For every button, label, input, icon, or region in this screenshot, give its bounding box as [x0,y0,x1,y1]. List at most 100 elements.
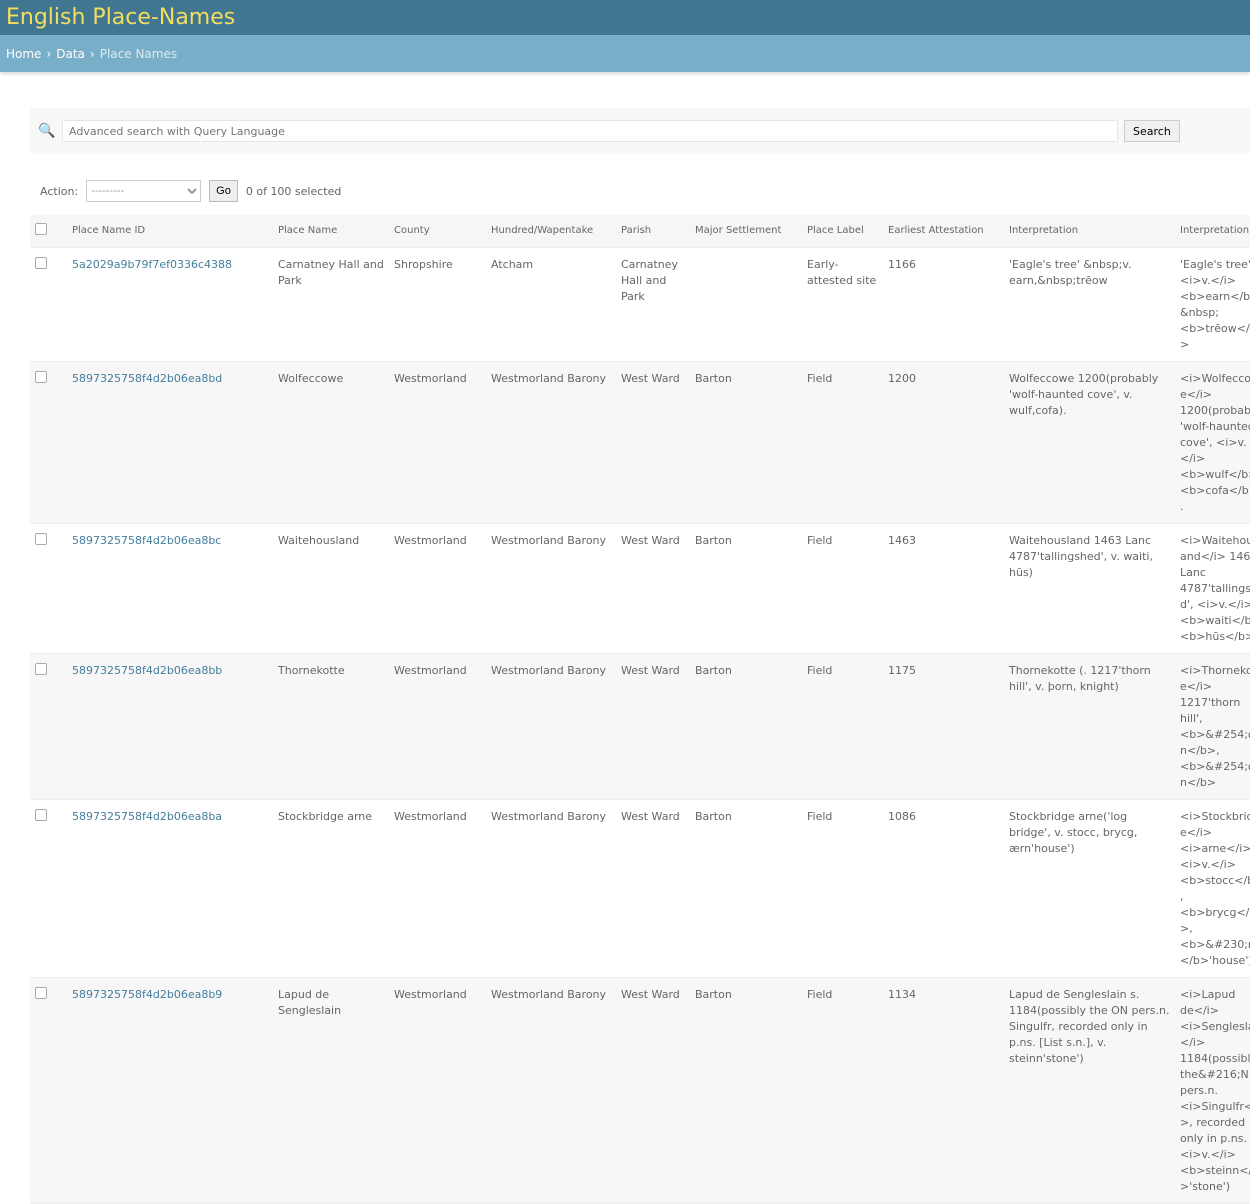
place-name-id-link[interactable]: 5897325758f4d2b06ea8b9 [72,987,223,1001]
row-checkbox[interactable] [35,662,47,675]
table-row: 5a2029a9b79f7ef0336c4388 Carnatney Hall a… [30,247,1250,362]
column-header-interpretation-html[interactable]: Interpretation [1175,215,1250,248]
place-name-id-link[interactable]: 5897325758f4d2b06ea8bb [72,663,223,677]
row-checkbox[interactable] [35,256,47,269]
cell-place-name: Stockbridge arne [273,799,389,978]
cell-earliest-attestation: 1166 [883,247,1004,362]
cell-earliest-attestation: 1175 [883,653,1004,800]
row-checkbox[interactable] [35,986,47,999]
search-button[interactable]: Search [1124,120,1180,142]
cell-county: Westmorland [389,799,486,978]
select-all-checkbox[interactable] [35,223,47,236]
breadcrumb-current: Place Names [99,46,178,61]
column-header-county[interactable]: County [389,215,486,248]
cell-earliest-attestation: 1134 [883,977,1004,1204]
place-name-id-link[interactable]: 5897325758f4d2b06ea8bd [72,371,223,385]
cell-major-settlement: Barton [690,361,802,524]
cell-interpretation-html: <i>Thornekotte</i> 1217'thorn hill', <b>… [1175,653,1250,800]
table-row: 5897325758f4d2b06ea8ba Stockbridge arne We… [30,799,1250,978]
breadcrumb: Home › Data › Place Names [0,35,1250,72]
breadcrumb-separator: › [89,46,95,61]
cell-hundred: Atcham [486,247,616,362]
cell-interpretation-html: 'Eagle's tree' <i>v.</i><b>earn</b>,&nbs… [1175,247,1250,362]
actions-bar: Action: --------- Go 0 of 100 selected [40,180,341,202]
row-checkbox[interactable] [35,370,47,383]
cell-county: Westmorland [389,977,486,1204]
cell-major-settlement: Barton [690,799,802,978]
cell-place-label: Field [802,361,883,524]
cell-place-name: Carnatney Hall and Park [273,247,389,362]
cell-place-label: Field [802,653,883,800]
cell-interpretation: Wolfeccowe 1200(probably 'wolf-haunted c… [1004,361,1175,524]
cell-interpretation-html: <i>Wolfeccowe</i> 1200(probably 'wolf-ha… [1175,361,1250,524]
cell-major-settlement: Barton [690,653,802,800]
cell-major-settlement: Barton [690,523,802,654]
search-bar: 🔍 Search [30,108,1250,154]
column-header-place-label[interactable]: Place Label [802,215,883,248]
place-name-id-link[interactable]: 5a2029a9b79f7ef0336c4388 [72,257,232,271]
place-name-id-link[interactable]: 5897325758f4d2b06ea8ba [72,809,223,823]
cell-id: 5897325758f4d2b06ea8ba [67,799,273,978]
cell-interpretation: Lapud de Sengleslain s. 1184(possibly th… [1004,977,1175,1204]
column-header-place-name[interactable]: Place Name [273,215,389,248]
table-header-row: Place Name ID Place Name County Hundred/… [30,215,1250,248]
row-checkbox[interactable] [35,532,47,545]
results-table: Place Name ID Place Name County Hundred/… [30,215,1250,1204]
place-name-id-link[interactable]: 5897325758f4d2b06ea8bc [72,533,222,547]
magnifier-icon: 🔍 [38,123,56,139]
cell-parish: West Ward [616,523,690,654]
cell-parish: Carnatney Hall and Park [616,247,690,362]
cell-id: 5897325758f4d2b06ea8bd [67,361,273,524]
cell-interpretation: Waitehousland 1463 Lanc 4787'tallingshed… [1004,523,1175,654]
column-header-parish[interactable]: Parish [616,215,690,248]
search-input[interactable] [62,120,1118,142]
cell-parish: West Ward [616,799,690,978]
cell-place-label: Field [802,523,883,654]
cell-place-label: Field [802,799,883,978]
action-label: Action: [40,184,79,198]
cell-interpretation: Stockbridge arne('log bridge', v. stocc,… [1004,799,1175,978]
selection-counter: 0 of 100 selected [245,184,342,198]
table-row: 5897325758f4d2b06ea8bd Wolfeccowe Westmorl… [30,361,1250,524]
cell-parish: West Ward [616,653,690,800]
cell-hundred: Westmorland Barony [486,523,616,654]
column-header-earliest[interactable]: Earliest Attestation [883,215,1004,248]
cell-parish: West Ward [616,977,690,1204]
cell-hundred: Westmorland Barony [486,653,616,800]
column-header-hundred[interactable]: Hundred/Wapentake [486,215,616,248]
cell-hundred: Westmorland Barony [486,799,616,978]
cell-hundred: Westmorland Barony [486,977,616,1204]
breadcrumb-home[interactable]: Home [6,46,42,61]
column-header-interpretation[interactable]: Interpretation [1004,215,1175,248]
cell-interpretation-html: <i>Stockbridge</i><i>arne</i><i>v.</i> <… [1175,799,1250,978]
cell-county: Shropshire [389,247,486,362]
site-header: English Place-Names [0,0,1250,35]
site-title[interactable]: English Place-Names [6,5,236,30]
cell-county: Westmorland [389,653,486,800]
cell-county: Westmorland [389,361,486,524]
cell-county: Westmorland [389,523,486,654]
go-button[interactable]: Go [209,180,238,202]
cell-id: 5897325758f4d2b06ea8b9 [67,977,273,1204]
cell-id: 5897325758f4d2b06ea8bb [67,653,273,800]
table-row: 5897325758f4d2b06ea8bb Thornekotte Westmor… [30,653,1250,800]
cell-id: 5897325758f4d2b06ea8bc [67,523,273,654]
cell-hundred: Westmorland Barony [486,361,616,524]
cell-interpretation-html: <i>Lapud de</i> <i>Sengleslain</i> 1184(… [1175,977,1250,1204]
cell-place-name: Waitehousland [273,523,389,654]
cell-place-name: Lapud de Sengleslain [273,977,389,1204]
row-checkbox[interactable] [35,808,47,821]
cell-interpretation: 'Eagle's tree' &nbsp;v. earn,&nbsp;trēow [1004,247,1175,362]
breadcrumb-data[interactable]: Data [56,46,85,61]
cell-earliest-attestation: 1463 [883,523,1004,654]
table-row: 5897325758f4d2b06ea8bc Waitehousland Westm… [30,523,1250,654]
table-row: 5897325758f4d2b06ea8b9 Lapud de Senglesla… [30,977,1250,1204]
action-select[interactable]: --------- [86,180,202,202]
cell-parish: West Ward [616,361,690,524]
column-header-major-settlement[interactable]: Major Settlement [690,215,802,248]
cell-interpretation-html: <i>Waitehousland</i> 1463 Lanc 4787'tall… [1175,523,1250,654]
cell-major-settlement [690,247,802,362]
cell-place-name: Wolfeccowe [273,361,389,524]
column-header-id[interactable]: Place Name ID [67,215,273,248]
cell-place-label: Field [802,977,883,1204]
